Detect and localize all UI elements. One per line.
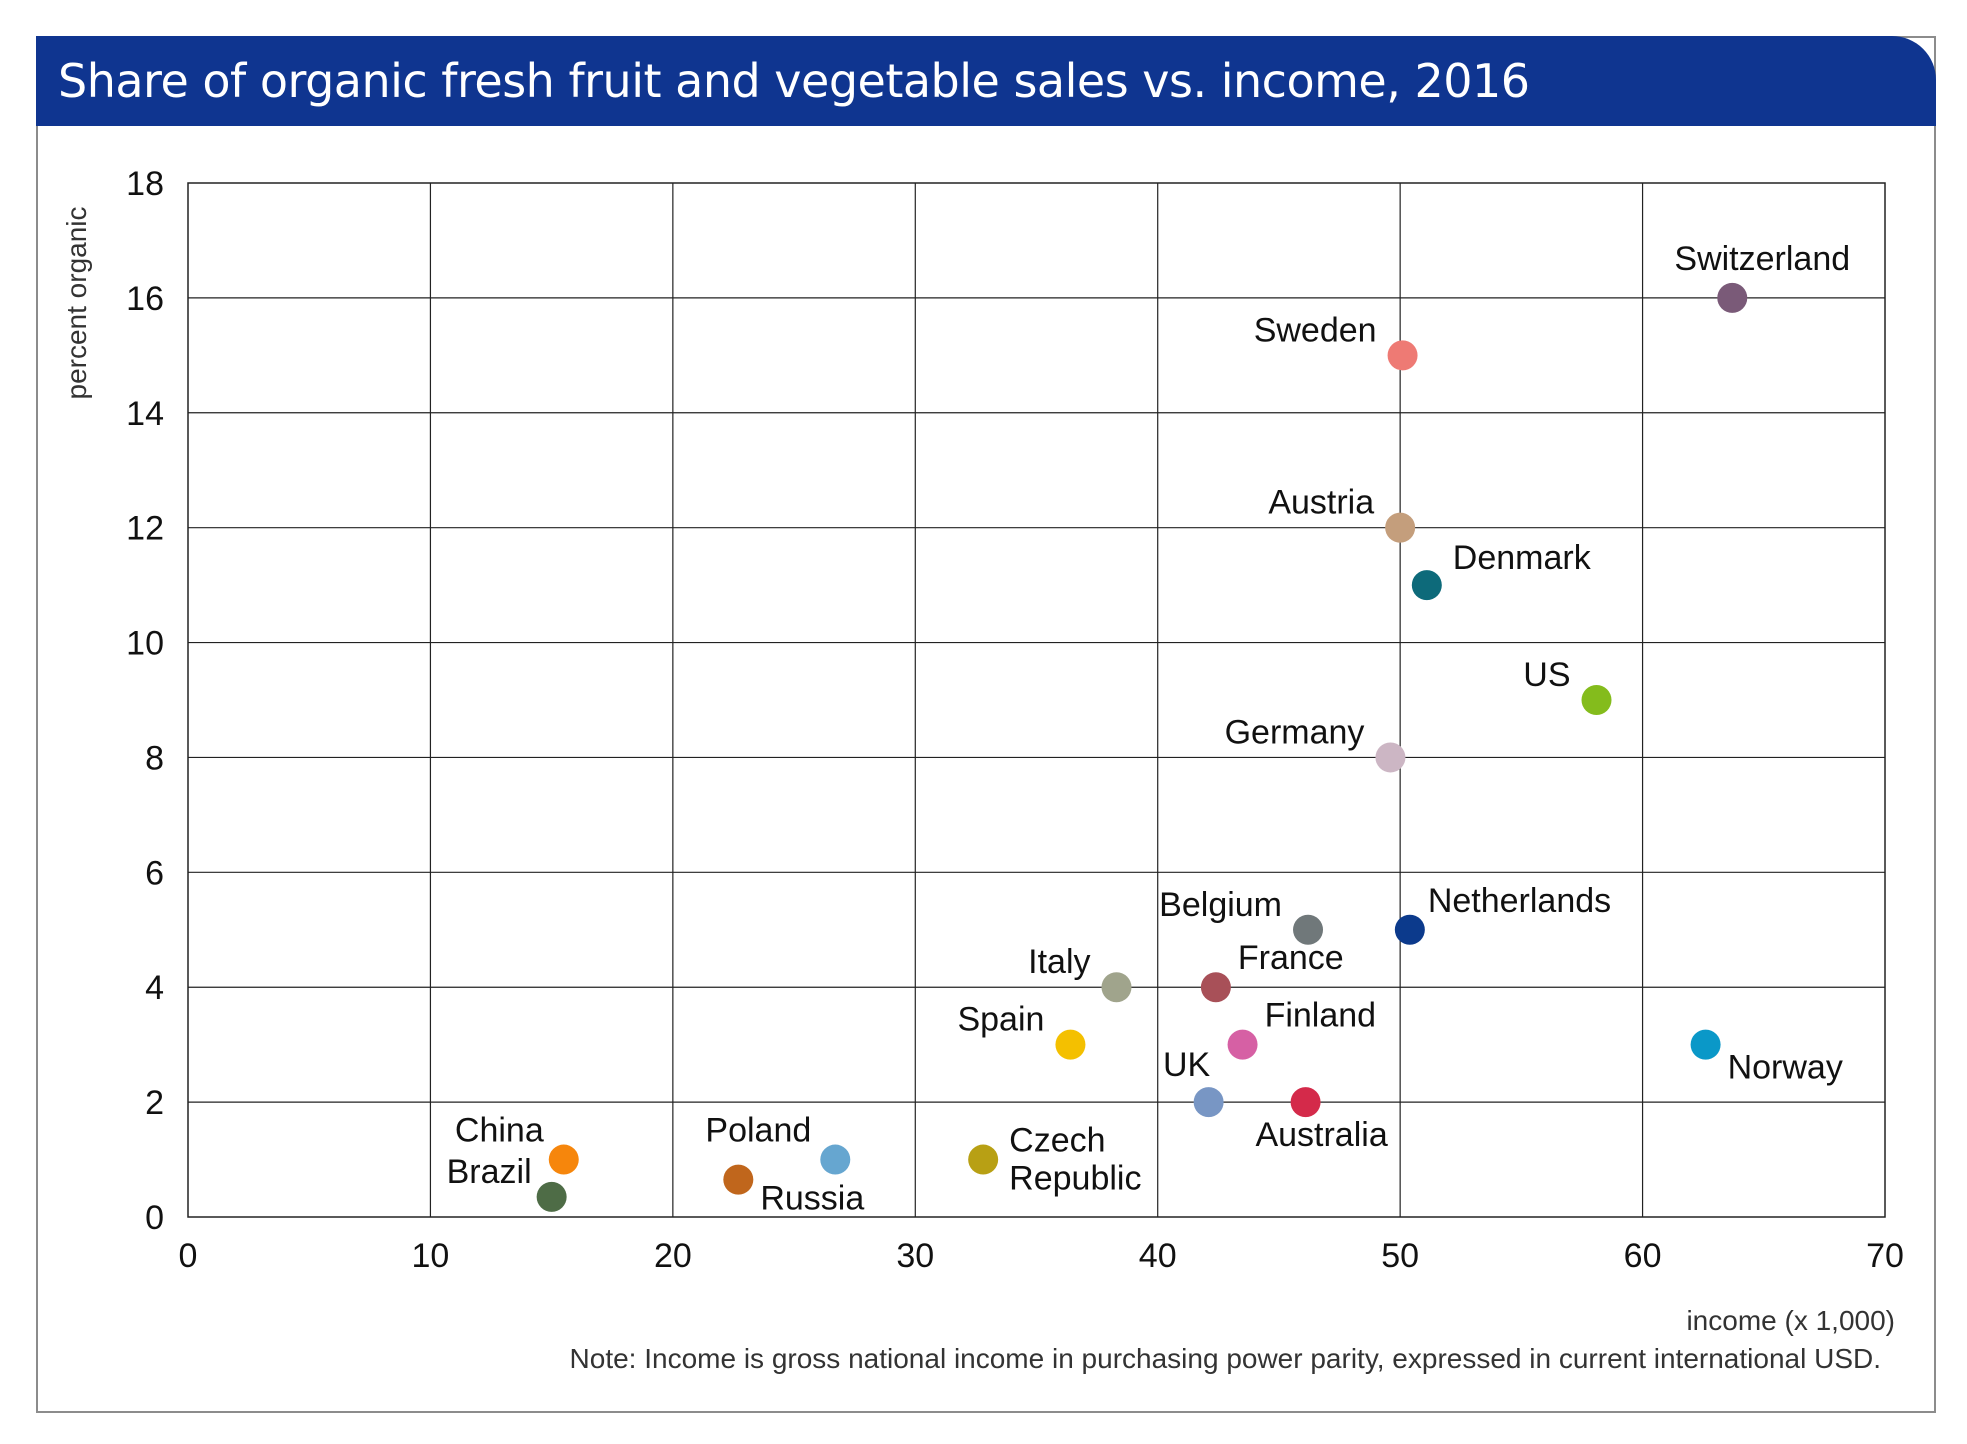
y-tick-label: 0 [145, 1199, 164, 1237]
chart-title: Share of organic fresh fruit and vegetab… [58, 54, 1530, 108]
point-label: Austria [1268, 484, 1374, 522]
data-point [1690, 1029, 1721, 1060]
y-tick-label: 10 [126, 625, 164, 663]
x-axis-label: income (x 1,000) [1686, 1305, 1895, 1336]
data-point [1717, 282, 1748, 313]
y-tick-label: 6 [145, 854, 164, 892]
data-point [1387, 340, 1418, 371]
x-tick-label: 10 [412, 1237, 450, 1275]
point-label: Russia [760, 1180, 864, 1218]
point-label: Germany [1225, 713, 1365, 751]
point-label: China [455, 1112, 544, 1150]
data-point [1200, 972, 1231, 1003]
data-point [968, 1144, 999, 1175]
x-tick-label: 70 [1866, 1237, 1904, 1275]
point-label: Denmark [1453, 539, 1592, 577]
point-label: Norway [1728, 1049, 1843, 1087]
x-tick-label: 50 [1381, 1237, 1419, 1275]
data-point [1411, 570, 1442, 601]
y-tick-label: 4 [145, 969, 164, 1007]
point-label: Australia [1255, 1116, 1387, 1154]
title-bar: Share of organic fresh fruit and vegetab… [36, 36, 1936, 126]
x-tick-label: 30 [896, 1237, 934, 1275]
data-point [820, 1144, 851, 1175]
data-point [1193, 1087, 1224, 1118]
y-tick-label: 18 [126, 165, 164, 203]
point-label: Poland [705, 1112, 811, 1150]
data-point [1101, 972, 1132, 1003]
data-point [1394, 914, 1425, 945]
point-label: Belgium [1159, 886, 1282, 924]
point-label: UK [1163, 1046, 1211, 1084]
footnote: Note: Income is gross national income in… [569, 1343, 1881, 1374]
data-point [1581, 685, 1612, 715]
point-label: Sweden [1254, 311, 1377, 349]
y-tick-label: 2 [145, 1084, 164, 1122]
data-point [1293, 914, 1324, 945]
point-label: Czech [1009, 1122, 1105, 1160]
y-tick-label: 12 [126, 510, 164, 548]
point-label: Italy [1028, 943, 1090, 981]
y-tick-label: 8 [145, 739, 164, 777]
x-tick-label: 20 [654, 1237, 692, 1275]
point-label: Netherlands [1428, 882, 1611, 920]
x-tick-label: 0 [179, 1237, 198, 1275]
x-tick-label: 60 [1624, 1237, 1662, 1275]
x-tick-label: 40 [1139, 1237, 1177, 1275]
data-point [548, 1144, 579, 1175]
point-label: Republic [1009, 1160, 1141, 1198]
y-tick-label: 16 [126, 280, 164, 318]
point-label: Spain [957, 1001, 1044, 1039]
data-point [1290, 1087, 1321, 1118]
data-point [1385, 512, 1416, 543]
y-axis-label: percent organic [61, 206, 92, 399]
y-tick-label: 14 [126, 395, 164, 433]
point-label: Finland [1265, 997, 1377, 1035]
data-point [723, 1164, 754, 1195]
point-label: Switzerland [1674, 240, 1850, 278]
data-point [1055, 1029, 1086, 1060]
data-point [536, 1181, 567, 1212]
data-point [1375, 742, 1406, 773]
point-label: France [1238, 939, 1344, 977]
point-label: US [1523, 656, 1570, 694]
plot-area [187, 182, 1886, 1218]
point-label: Brazil [447, 1153, 532, 1191]
data-point [1227, 1029, 1258, 1060]
